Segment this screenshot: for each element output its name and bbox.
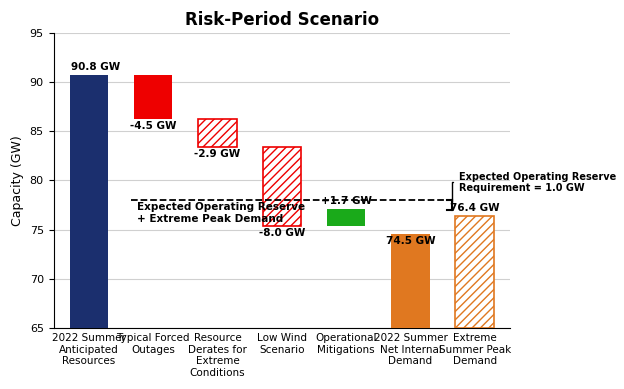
Bar: [327, 209, 366, 226]
Text: -4.5 GW: -4.5 GW: [130, 121, 177, 131]
Y-axis label: Capacity (GW): Capacity (GW): [11, 135, 24, 226]
Text: 74.5 GW: 74.5 GW: [386, 237, 436, 246]
Text: Expected Operating Reserve
Requirement = 1.0 GW: Expected Operating Reserve Requirement =…: [452, 172, 616, 202]
Title: Risk-Period Scenario: Risk-Period Scenario: [185, 11, 379, 29]
Text: 76.4 GW: 76.4 GW: [450, 203, 500, 213]
Text: +1.7 GW: +1.7 GW: [321, 196, 372, 207]
Bar: [134, 75, 172, 119]
Bar: [456, 216, 494, 328]
Bar: [70, 75, 108, 328]
Bar: [198, 119, 236, 147]
Bar: [391, 235, 430, 328]
Text: -8.0 GW: -8.0 GW: [258, 228, 305, 238]
Text: -2.9 GW: -2.9 GW: [195, 149, 241, 159]
Text: Expected Operating Reserve
+ Extreme Peak Demand: Expected Operating Reserve + Extreme Pea…: [137, 202, 305, 224]
Bar: [263, 147, 301, 226]
Text: 90.8 GW: 90.8 GW: [71, 62, 120, 72]
